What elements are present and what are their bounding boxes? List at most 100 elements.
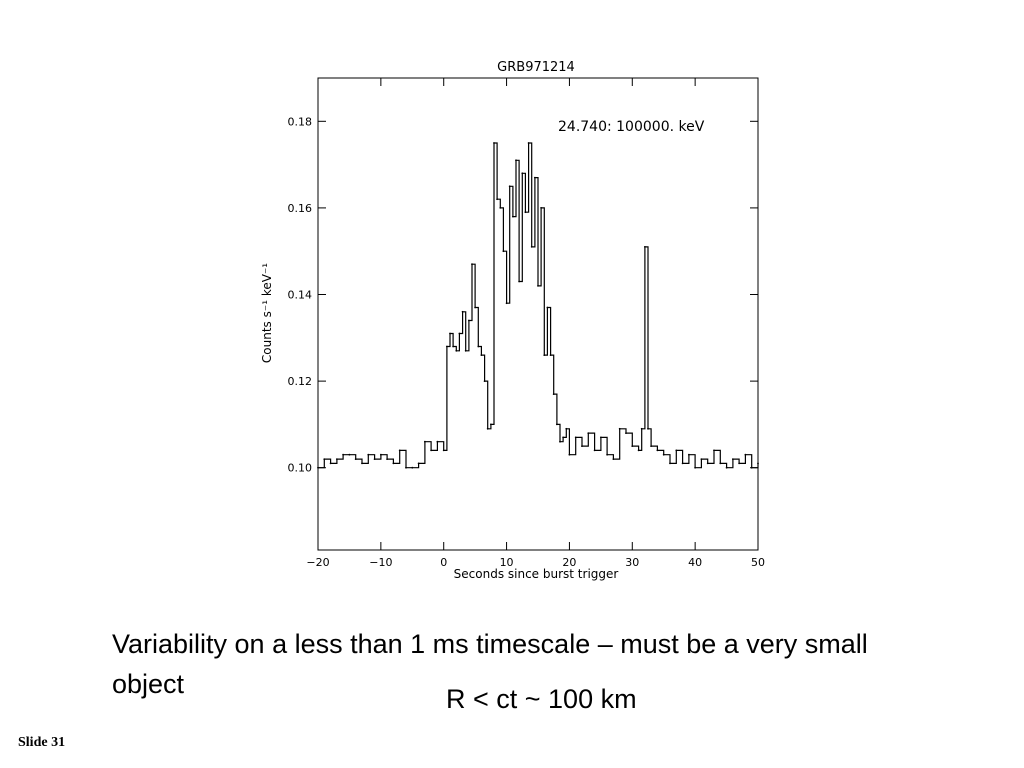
data-point <box>713 449 715 452</box>
data-point <box>543 354 546 356</box>
data-point <box>336 458 338 460</box>
data-point <box>386 458 388 460</box>
data-point <box>546 306 549 309</box>
data-point <box>534 176 536 179</box>
data-point <box>398 449 401 452</box>
data-point <box>405 466 407 469</box>
x-tick-label: 20 <box>562 556 576 569</box>
data-point <box>625 432 627 434</box>
data-point <box>424 440 426 443</box>
data-point <box>556 423 558 426</box>
data-point <box>725 466 728 469</box>
data-point <box>565 427 568 430</box>
data-point <box>700 458 703 460</box>
data-point <box>354 458 357 460</box>
data-point <box>524 211 527 214</box>
data-point <box>361 462 363 465</box>
data-point <box>719 462 722 465</box>
y-axis-label: Counts s⁻¹ keV⁻¹ <box>260 263 274 363</box>
data-point <box>380 453 382 456</box>
count-rate-series-line <box>318 142 759 469</box>
data-point <box>342 453 344 456</box>
data-point <box>490 423 492 426</box>
data-point <box>706 462 709 465</box>
energy-range-annotation: 24.740: 100000. keV <box>558 119 705 135</box>
data-point <box>644 246 646 248</box>
data-point <box>442 449 445 452</box>
x-tick-label: −10 <box>369 556 392 569</box>
data-point <box>688 453 690 456</box>
data-point <box>502 250 505 253</box>
data-point <box>581 445 583 447</box>
data-point <box>392 462 395 465</box>
data-point <box>618 427 621 430</box>
data-point <box>417 462 420 465</box>
y-tick-label: 0.10 <box>288 462 313 475</box>
x-axis-label: Seconds since burst trigger <box>454 567 619 581</box>
data-point <box>732 458 734 460</box>
data-point <box>474 306 476 309</box>
y-tick-label: 0.14 <box>288 289 313 302</box>
data-point <box>750 466 753 469</box>
data-point <box>537 285 539 287</box>
data-point <box>650 445 652 447</box>
gamma-ray-burst-light-curve-chart: GRB971214 0.10 0.12 0.14 0.16 0.18 −20 −10 0 10… <box>260 60 765 581</box>
data-point <box>552 393 555 395</box>
data-point <box>694 466 696 469</box>
data-point <box>515 159 517 162</box>
data-point <box>471 263 473 266</box>
data-point <box>568 453 571 456</box>
data-point <box>540 207 542 209</box>
data-point <box>446 345 448 348</box>
y-tick-label: 0.18 <box>288 115 313 128</box>
size-estimate-formula: R < ct ~ 100 km <box>446 684 637 714</box>
data-point <box>464 349 467 352</box>
x-tick-label: 10 <box>500 556 514 569</box>
data-point <box>329 462 332 465</box>
data-point <box>468 319 470 322</box>
data-point <box>612 458 615 460</box>
x-tick-label: −20 <box>306 556 329 569</box>
data-point <box>647 427 649 430</box>
chart-title: GRB971214 <box>497 60 575 75</box>
data-point <box>493 142 495 144</box>
x-tick-label: 50 <box>751 556 765 569</box>
data-point <box>496 198 498 201</box>
data-point <box>640 427 643 430</box>
data-point <box>587 432 590 434</box>
data-point <box>483 380 486 382</box>
data-point <box>430 449 432 452</box>
data-point <box>600 436 602 439</box>
data-point <box>411 466 414 469</box>
data-point <box>574 436 577 439</box>
data-point <box>436 440 439 443</box>
data-point <box>757 462 759 465</box>
data-point <box>681 462 684 465</box>
data-point <box>521 172 524 175</box>
data-point <box>486 427 489 430</box>
x-tick-label: 40 <box>688 556 702 569</box>
data-point <box>669 462 671 465</box>
data-point <box>499 207 502 209</box>
data-point <box>738 462 740 465</box>
data-point <box>606 453 608 456</box>
data-point <box>527 142 530 144</box>
y-tick-label: 0.16 <box>288 202 313 215</box>
plot-frame <box>317 77 759 551</box>
data-points <box>317 142 759 469</box>
data-point <box>631 445 634 447</box>
data-point <box>317 466 319 469</box>
data-point <box>455 349 458 352</box>
x-tick-label: 30 <box>625 556 639 569</box>
data-point <box>549 354 552 356</box>
data-point <box>452 345 454 348</box>
data-point <box>656 449 659 452</box>
x-tick-label: 0 <box>440 556 447 569</box>
data-point <box>637 449 640 452</box>
data-point <box>675 449 678 452</box>
data-point <box>662 453 665 456</box>
data-point <box>562 436 564 439</box>
data-point <box>518 280 520 283</box>
y-axis-ticks: 0.10 0.12 0.14 0.16 0.18 <box>288 115 758 475</box>
data-point <box>367 453 370 456</box>
